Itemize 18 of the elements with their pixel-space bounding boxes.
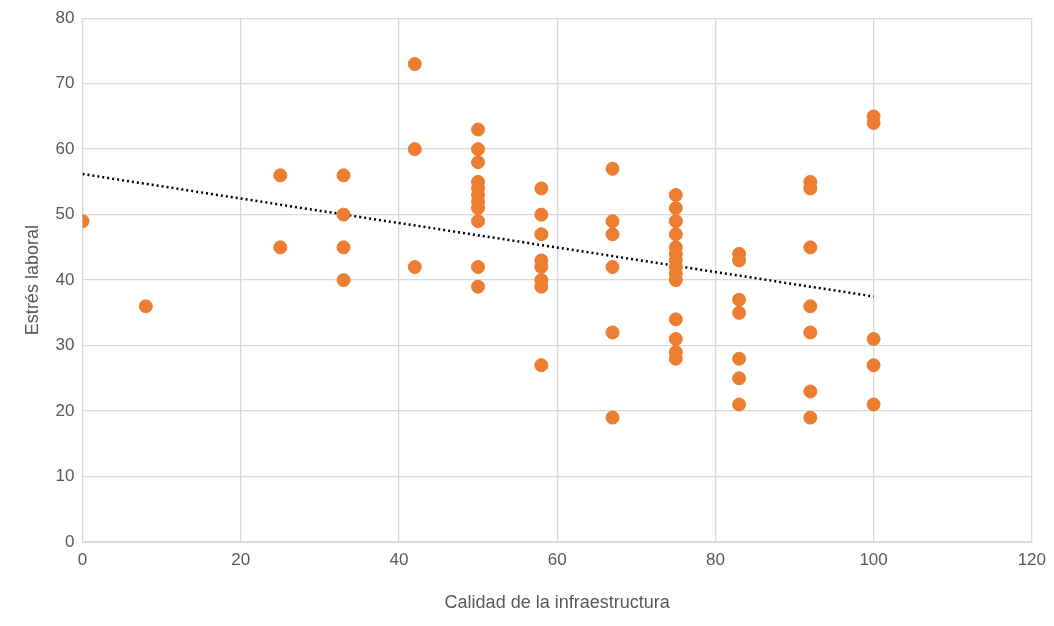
y-tick-label: 60 — [55, 138, 75, 158]
y-tick-label: 20 — [55, 400, 75, 420]
y-tick-label: 50 — [55, 204, 75, 224]
x-tick-label: 80 — [705, 549, 725, 569]
y-tick-label: 0 — [65, 531, 75, 551]
x-tick-label: 100 — [859, 549, 888, 569]
y-tick-label: 70 — [55, 73, 75, 93]
y-axis-title: Estrés laboral — [21, 225, 42, 336]
x-tick-label: 40 — [389, 549, 409, 569]
x-axis-title: Calidad de la infraestructura — [444, 592, 671, 613]
y-tick-label: 40 — [55, 269, 75, 289]
y-tick-label: 30 — [55, 335, 75, 355]
x-tick-label: 60 — [547, 549, 567, 569]
x-tick-label: 0 — [77, 549, 88, 569]
x-tick-label: 120 — [1017, 549, 1047, 569]
x-tick-label: 20 — [231, 549, 251, 569]
y-tick-label: 10 — [55, 466, 75, 486]
y-tick-label: 80 — [55, 7, 75, 27]
